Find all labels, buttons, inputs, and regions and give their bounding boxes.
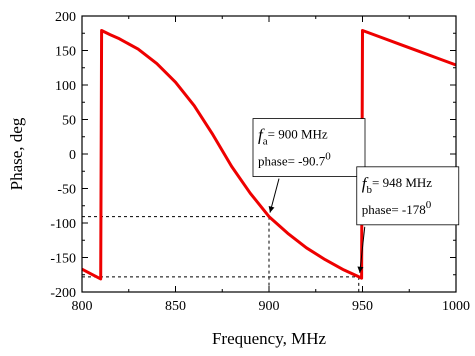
y-tick-label: 200 (55, 10, 76, 25)
annotation-box (252, 118, 366, 177)
x-tick-label: 900 (259, 299, 280, 314)
guide-lines (82, 216, 360, 292)
y-tick-label: -200 (50, 286, 76, 301)
y-tick-label: -150 (50, 252, 76, 267)
annotation-a: fa= 900 MHz phase= -90.70 (252, 118, 366, 213)
y-axis-ticks: 200 150 100 50 0 -50 -100 -150 -200 (50, 10, 456, 301)
y-tick-label: -100 (50, 217, 76, 232)
annotation-frequency: fa= 900 MHz (258, 126, 328, 148)
annotation-arrow (359, 226, 366, 273)
x-tick-label: 800 (72, 299, 93, 314)
annotation-arrowhead (357, 266, 364, 273)
y-tick-label: -50 (57, 183, 76, 198)
x-axis-ticks: 800 850 900 950 1000 (72, 16, 470, 314)
annotations: fa= 900 MHz phase= -90.70 fb= 948 MHz phase… (252, 118, 460, 273)
series-layer (81, 29, 457, 281)
annotation-b: fb= 948 MHz phase= -1780 (356, 166, 460, 273)
x-tick-label: 1000 (442, 299, 470, 314)
x-axis-label: Frequency, MHz (212, 329, 327, 348)
y-tick-label: 150 (55, 45, 76, 60)
y-tick-label: 100 (55, 79, 76, 94)
annotation-arrowhead (268, 206, 275, 213)
annotation-frequency: fb= 948 MHz (362, 174, 433, 196)
y-tick-label: 0 (69, 148, 76, 163)
y-tick-label: 50 (62, 114, 76, 129)
phase-line (81, 29, 457, 281)
x-tick-label: 950 (352, 299, 373, 314)
x-tick-label: 850 (165, 299, 186, 314)
annotation-phase: phase= -1780 (362, 199, 432, 217)
annotation-box (356, 166, 460, 226)
annotation-phase: phase= -90.70 (258, 151, 331, 169)
y-axis-label: Phase, deg (7, 117, 26, 190)
